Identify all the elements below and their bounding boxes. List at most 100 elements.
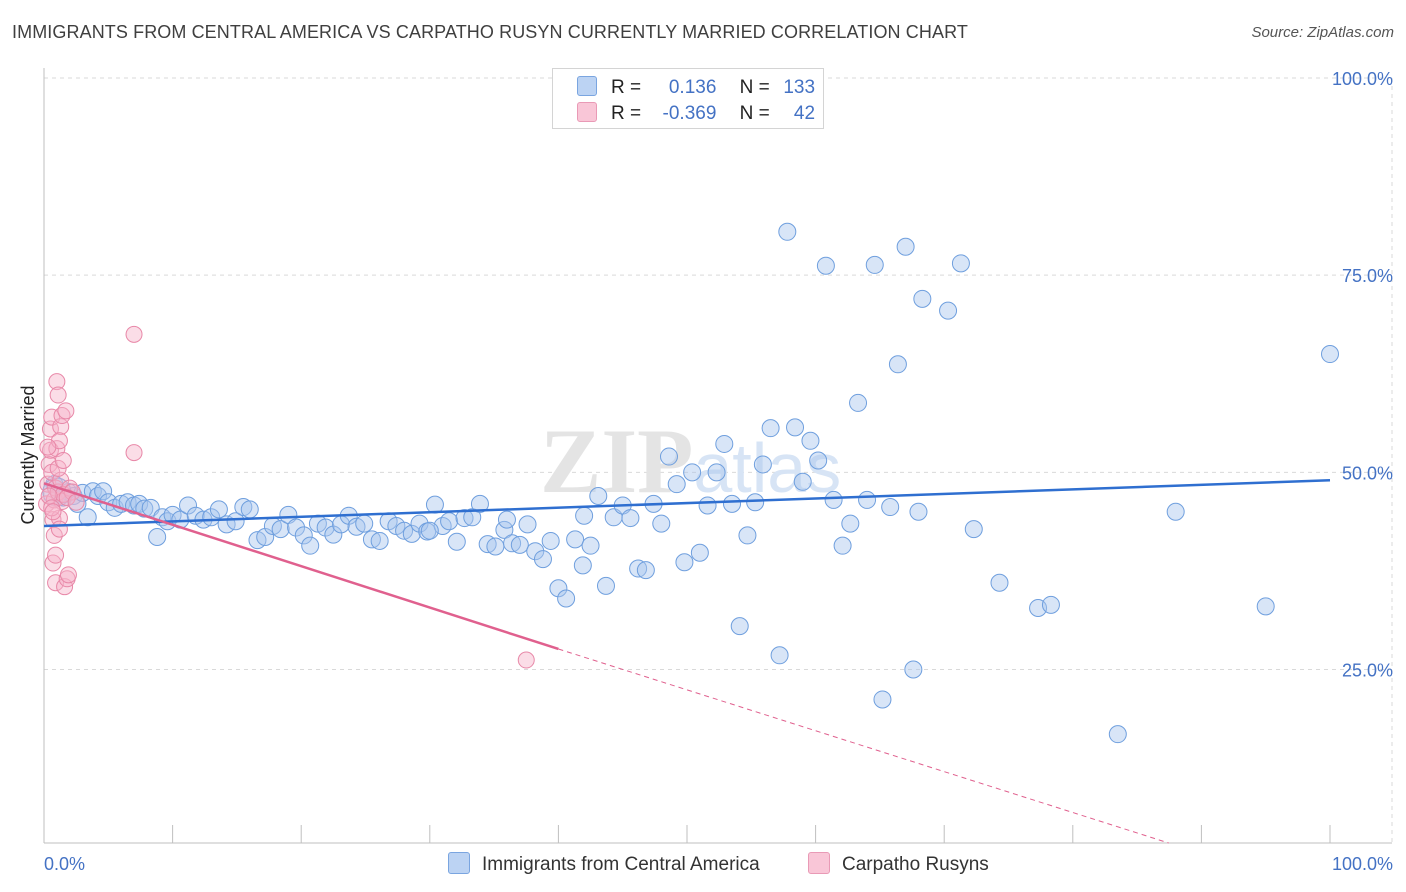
point-central-america [503,534,522,553]
y-tick-label: 25.0% [1342,660,1393,680]
point-central-america [939,301,958,320]
point-carpatho-rusyns [54,452,72,469]
y-tick-label: 75.0% [1342,266,1393,286]
point-central-america [683,463,702,482]
point-central-america [873,690,892,709]
point-central-america [526,542,545,561]
point-central-america [690,543,709,562]
point-central-america [786,418,805,437]
point-central-america [652,514,671,533]
legend-n-label: N = [739,103,770,124]
legend-item-carpatho-rusyns: Carpatho Rusyns [808,852,989,876]
point-central-america [793,472,812,491]
watermark: ZIPatlas [540,410,841,512]
point-central-america [589,486,608,505]
legend-r-value: -0.369 [662,103,717,124]
legend-swatch-blue [577,76,597,96]
point-central-america [896,237,915,256]
series-legend: Immigrants from Central America Carpatho… [0,852,1406,878]
point-central-america [801,431,820,450]
point-central-america [130,494,149,513]
point-central-america [841,514,860,533]
point-central-america [816,256,835,275]
point-central-america [455,509,474,528]
trend-line-central-america [43,478,1331,528]
correlation-legend: R = 0.136 N = 133 R = -0.369 N = 42 [552,68,824,129]
point-central-america [1321,345,1339,364]
watermark-atlas: atlas [693,429,841,507]
point-central-america [964,520,983,539]
point-central-america [951,254,970,273]
point-carpatho-rusyns [47,546,65,564]
point-central-america [888,355,907,374]
point-central-america [78,508,97,527]
y-axis-label: Currently Married [18,385,38,524]
series-central-america-points [42,222,1339,744]
point-carpatho-rusyns [125,444,143,462]
point-central-america [566,530,585,549]
legend-row-pink: R = -0.369 N = 42 [577,102,815,126]
point-central-america [240,500,259,519]
point-central-america [557,589,576,608]
source-label: Source: ZipAtlas.com [1251,24,1394,41]
point-central-america [667,475,686,494]
point-central-america [447,532,466,551]
point-central-america [723,494,742,513]
point-central-america [316,518,335,537]
point-central-america [865,255,884,274]
point-central-america [402,524,421,543]
point-central-america [440,512,459,531]
point-carpatho-rusyns [57,402,75,420]
point-central-america [715,434,734,453]
point-central-america [518,515,537,534]
x-tick-label: 100.0% [1332,854,1393,874]
point-central-america [596,576,615,595]
trend-line-carpatho-rusyns [43,482,559,651]
x-tick-label: 0.0% [44,854,85,874]
point-central-america [1256,597,1275,616]
legend-swatch-blue [448,852,470,874]
point-central-america [904,660,923,679]
tick-labels: 100.0% 75.0% 50.0% 25.0% 0.0% 100.0% [44,69,1393,874]
point-central-america [833,536,852,555]
point-central-america [370,531,389,550]
trend-extension-carpatho-rusyns [558,648,1169,844]
point-central-america [990,573,1009,592]
point-central-america [533,550,552,569]
legend-item-central-america: Immigrants from Central America [448,852,760,876]
point-central-america [135,499,154,518]
legend-r-label: R = [611,103,642,124]
point-central-america [495,520,514,539]
legend-row-blue: R = 0.136 N = 133 [577,76,815,100]
point-central-america [881,498,900,517]
point-central-america [1041,595,1060,614]
legend-item-label: Carpatho Rusyns [842,854,989,875]
series-carpatho-rusyns-points [38,325,535,669]
point-central-america [778,222,797,241]
point-central-america [581,536,600,555]
point-central-america [486,537,505,556]
point-central-america [1108,725,1127,744]
legend-swatch-pink [808,852,830,874]
point-carpatho-rusyns [59,566,77,584]
point-central-america [470,494,489,513]
point-central-america [287,518,306,537]
point-carpatho-rusyns [517,651,535,669]
point-carpatho-rusyns [50,520,68,538]
point-central-america [730,617,749,636]
point-central-america [420,521,439,540]
point-central-america [849,393,868,412]
point-central-america [294,526,313,545]
point-central-america [909,502,928,521]
chart-title: IMMIGRANTS FROM CENTRAL AMERICA VS CARPA… [12,22,968,42]
point-central-america [301,536,320,555]
point-central-america [913,289,932,308]
point-carpatho-rusyns [41,441,59,459]
point-carpatho-rusyns [44,503,62,521]
point-carpatho-rusyns [39,438,57,456]
y-tick-label: 50.0% [1342,463,1393,483]
legend-n-value: 133 [783,77,816,98]
point-central-america [463,508,482,527]
point-central-america [271,520,290,539]
